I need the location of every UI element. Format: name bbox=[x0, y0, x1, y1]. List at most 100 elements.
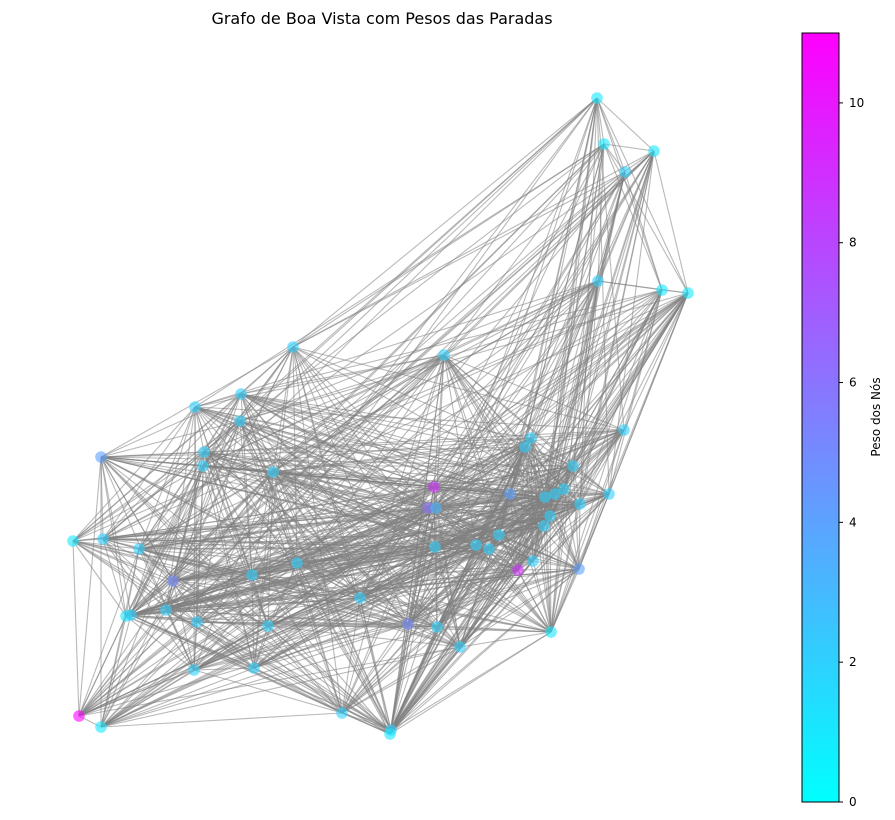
graph-edge bbox=[78, 580, 174, 717]
graph-edge bbox=[292, 346, 625, 431]
graph-edge bbox=[623, 292, 689, 431]
graph-edge bbox=[172, 562, 298, 582]
graph-node bbox=[431, 621, 443, 633]
graph-edge bbox=[240, 393, 581, 505]
graph-edge bbox=[509, 465, 574, 495]
graph-edge bbox=[102, 538, 534, 562]
graph-edge bbox=[130, 609, 167, 616]
graph-edge bbox=[194, 393, 242, 408]
graph-edge bbox=[435, 171, 626, 509]
graph-edge bbox=[443, 354, 556, 495]
graph-edge bbox=[172, 569, 519, 582]
colorbar-tick-label: 6 bbox=[849, 376, 857, 390]
graph-node bbox=[191, 616, 203, 628]
graph-edge bbox=[488, 548, 552, 633]
graph-edge bbox=[459, 631, 552, 648]
graph-edge bbox=[596, 97, 655, 152]
graph-edge bbox=[389, 646, 461, 735]
graph-edge bbox=[100, 507, 429, 728]
graph-edge bbox=[78, 568, 580, 717]
graph-edge bbox=[203, 451, 298, 564]
graph-node bbox=[573, 563, 585, 575]
graph-node bbox=[619, 166, 631, 178]
graph-edge bbox=[532, 560, 580, 570]
graph-edge bbox=[443, 354, 625, 431]
graph-edge bbox=[359, 150, 655, 599]
graph-edge bbox=[390, 515, 551, 731]
graph-edge bbox=[194, 143, 605, 408]
graph-edge bbox=[578, 503, 581, 570]
graph-node bbox=[527, 555, 539, 567]
graph-edge bbox=[251, 292, 689, 576]
graph-node bbox=[558, 483, 570, 495]
graph-edge bbox=[138, 548, 298, 564]
graph-edge bbox=[72, 451, 205, 542]
graph-node bbox=[538, 520, 550, 532]
graph-edge bbox=[100, 646, 461, 728]
graph-edge bbox=[172, 580, 391, 735]
graph-edge bbox=[100, 626, 438, 728]
graph-edge bbox=[524, 446, 574, 467]
graph-edge bbox=[202, 437, 532, 467]
graph-edge bbox=[267, 625, 343, 714]
graph-edge bbox=[498, 534, 580, 570]
graph-edge bbox=[509, 429, 625, 495]
graph-node bbox=[354, 592, 366, 604]
graph-edge bbox=[203, 451, 435, 488]
graph-edge bbox=[341, 646, 461, 714]
graph-edge bbox=[292, 150, 655, 348]
graph-edge bbox=[102, 507, 437, 540]
graph-edge bbox=[579, 292, 689, 505]
graph-node bbox=[618, 424, 630, 436]
graph-edge bbox=[125, 615, 195, 671]
graph-edge bbox=[524, 292, 689, 448]
graph-edge bbox=[172, 548, 490, 582]
graph-edge bbox=[72, 540, 127, 617]
graph-node bbox=[603, 488, 615, 500]
graph-node bbox=[188, 664, 200, 676]
graph-node bbox=[291, 557, 303, 569]
graph-edge bbox=[130, 406, 196, 616]
graph-edge bbox=[172, 580, 269, 627]
graph-node bbox=[384, 728, 396, 740]
graph-edge bbox=[102, 538, 477, 546]
colorbar-tick-label: 10 bbox=[849, 96, 864, 110]
graph-node bbox=[598, 138, 610, 150]
graph-edge bbox=[172, 280, 599, 582]
graph-edge bbox=[530, 437, 580, 570]
graph-edge bbox=[78, 646, 461, 717]
graph-edge bbox=[172, 420, 241, 582]
graph-edge bbox=[138, 346, 294, 550]
graph-edge bbox=[572, 465, 580, 570]
graph-edge bbox=[193, 621, 198, 671]
graph-edge bbox=[100, 420, 241, 458]
graph-edge bbox=[251, 574, 391, 735]
graph-edge bbox=[253, 562, 298, 669]
graph-edge bbox=[435, 503, 581, 509]
graph-node bbox=[160, 604, 172, 616]
graph-node bbox=[422, 502, 434, 514]
graph-node bbox=[519, 441, 531, 453]
graph-edge bbox=[72, 493, 511, 542]
graph-edge bbox=[488, 548, 519, 571]
graph-edge bbox=[572, 465, 581, 505]
colorbar-gradient bbox=[801, 32, 840, 803]
graph-edge bbox=[435, 507, 551, 517]
graph-edge bbox=[596, 97, 663, 291]
graph-node bbox=[73, 710, 85, 722]
graph-edge bbox=[102, 486, 435, 540]
graph-edge bbox=[292, 171, 626, 348]
graph-edge bbox=[251, 574, 552, 633]
graph-node bbox=[567, 460, 579, 472]
graph-node bbox=[336, 707, 348, 719]
graph-edge bbox=[341, 712, 392, 731]
graph-edge bbox=[100, 712, 343, 728]
graph-edge bbox=[530, 280, 599, 439]
graph-node bbox=[454, 641, 466, 653]
graph-node bbox=[133, 543, 145, 555]
graph-edge bbox=[359, 560, 534, 599]
graph-node bbox=[402, 618, 414, 630]
graph-edge bbox=[78, 143, 605, 717]
graph-edge bbox=[240, 354, 445, 395]
graph-node bbox=[574, 498, 586, 510]
